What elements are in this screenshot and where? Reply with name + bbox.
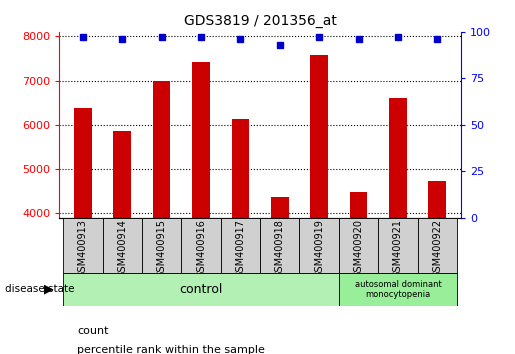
Bar	[192, 62, 210, 354]
Bar	[299, 218, 339, 273]
Bar	[153, 81, 170, 354]
Bar	[181, 218, 221, 273]
Bar	[310, 55, 328, 354]
Bar	[74, 108, 92, 354]
Bar	[102, 218, 142, 273]
Text: GSM400915: GSM400915	[157, 219, 167, 278]
Bar	[339, 218, 378, 273]
Text: GSM400916: GSM400916	[196, 219, 206, 278]
Bar	[378, 218, 418, 273]
Text: control: control	[179, 283, 222, 296]
Text: ▶: ▶	[44, 283, 54, 296]
Text: GSM400913: GSM400913	[78, 219, 88, 278]
Text: disease state: disease state	[5, 284, 75, 295]
Bar	[63, 273, 339, 306]
Text: percentile rank within the sample: percentile rank within the sample	[77, 346, 265, 354]
Text: count: count	[77, 326, 109, 336]
Text: GSM400921: GSM400921	[393, 219, 403, 278]
Text: GSM400919: GSM400919	[314, 219, 324, 278]
Text: GSM400917: GSM400917	[235, 219, 245, 278]
Bar	[260, 218, 299, 273]
Title: GDS3819 / 201356_at: GDS3819 / 201356_at	[184, 14, 336, 28]
Text: GSM400922: GSM400922	[432, 219, 442, 279]
Text: GSM400914: GSM400914	[117, 219, 127, 278]
Text: autosomal dominant
monocytopenia: autosomal dominant monocytopenia	[354, 280, 441, 299]
Bar	[232, 120, 249, 354]
Bar	[428, 181, 446, 354]
Bar	[350, 192, 367, 354]
Text: GSM400918: GSM400918	[275, 219, 285, 278]
Bar	[221, 218, 260, 273]
Bar	[418, 218, 457, 273]
Bar	[339, 273, 457, 306]
Bar	[63, 218, 102, 273]
Bar	[113, 131, 131, 354]
Bar	[142, 218, 181, 273]
Bar	[389, 98, 407, 354]
Text: GSM400920: GSM400920	[353, 219, 364, 278]
Bar	[271, 198, 288, 354]
